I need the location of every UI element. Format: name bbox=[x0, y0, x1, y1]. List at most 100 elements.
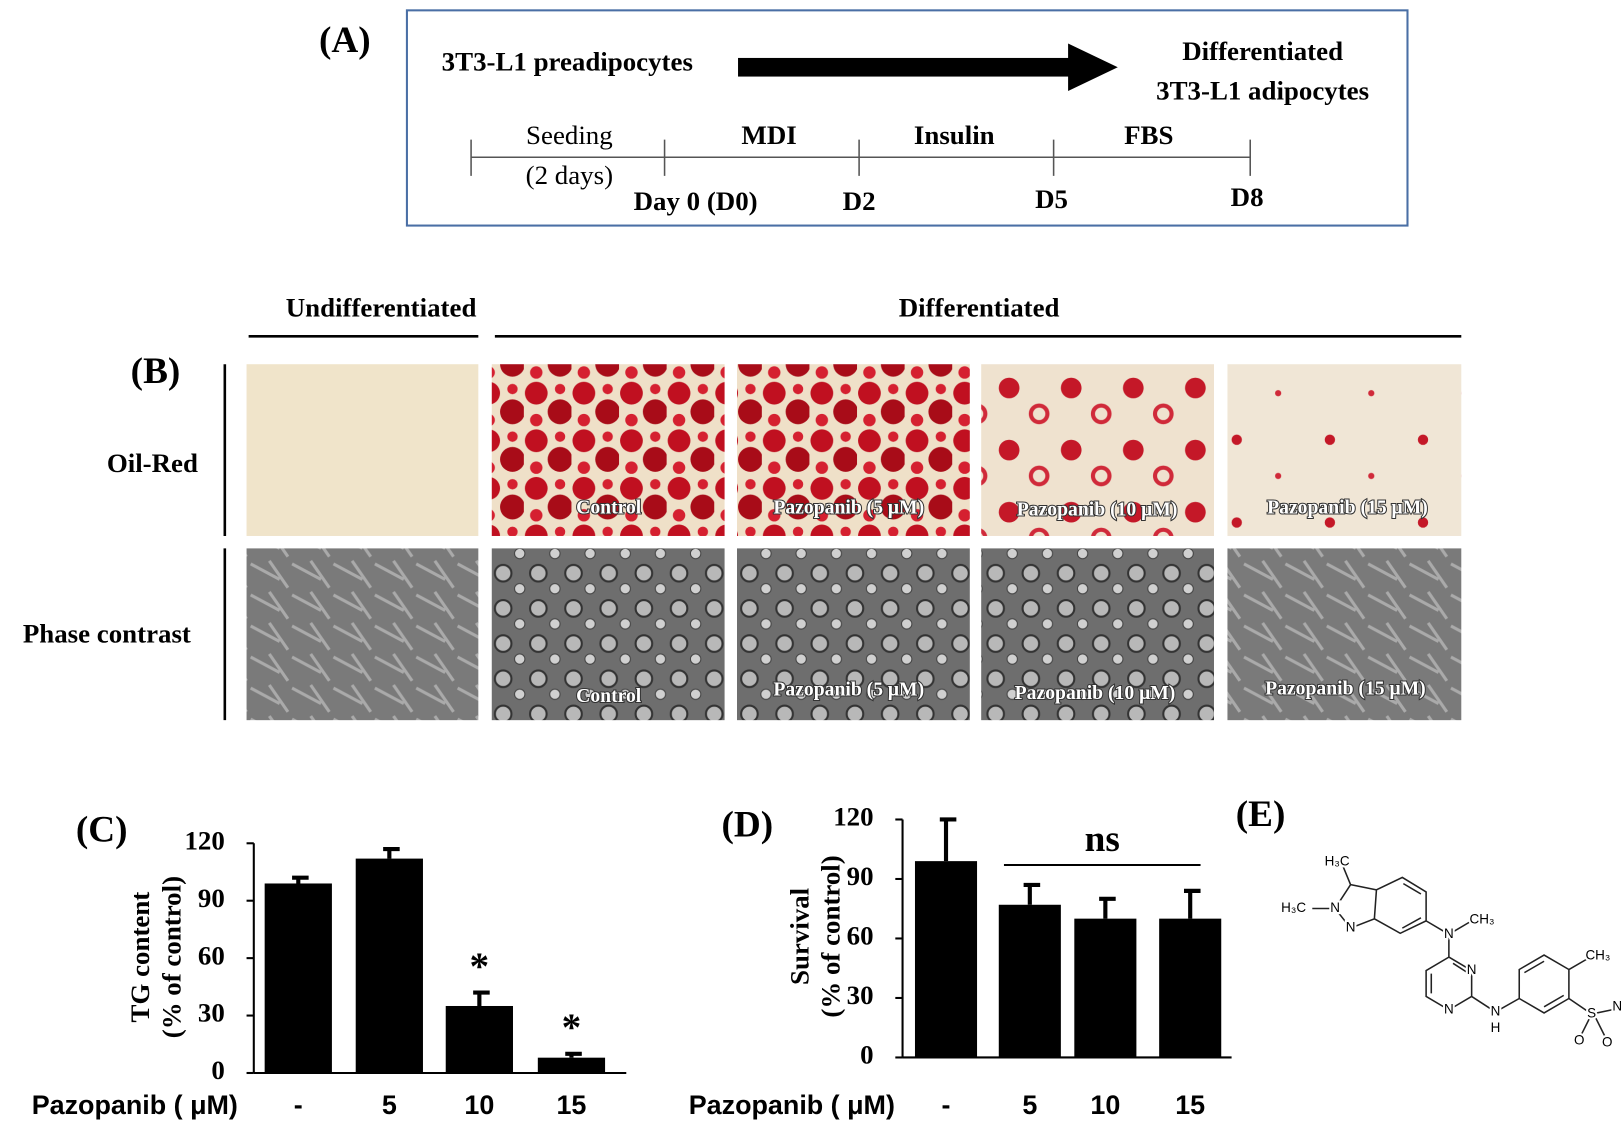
x-tick-label: - bbox=[294, 1090, 303, 1120]
group-label: Undifferentiated bbox=[286, 293, 477, 323]
stage-label: Insulin bbox=[914, 120, 995, 150]
caption: Pazopanib (10 μM) bbox=[1015, 682, 1176, 704]
y-tick-label: 0 bbox=[211, 1055, 224, 1085]
x-tick-label: 10 bbox=[1090, 1090, 1120, 1120]
micrograph bbox=[737, 548, 970, 721]
x-axis-label: Pazopanib ( μM) bbox=[689, 1090, 895, 1120]
bar bbox=[998, 904, 1061, 1058]
structure-bonds bbox=[1312, 866, 1617, 1038]
x-tick-label: 10 bbox=[464, 1090, 494, 1120]
micrograph bbox=[1227, 548, 1462, 721]
end-label: Differentiated bbox=[1182, 36, 1343, 66]
micrograph bbox=[981, 364, 1214, 536]
start-label: 3T3-L1 preadipocytes bbox=[442, 46, 693, 76]
x-tick-label: 5 bbox=[1022, 1090, 1037, 1120]
micrograph bbox=[981, 548, 1214, 721]
y-tick-label: 30 bbox=[198, 998, 225, 1028]
caption: Control bbox=[576, 497, 642, 519]
y-axis-label: Survival bbox=[784, 887, 814, 985]
error-bar bbox=[565, 1051, 582, 1058]
y-axis-label: (% of control) bbox=[815, 855, 845, 1017]
error-bar bbox=[292, 875, 309, 884]
x-tick-label: 15 bbox=[1175, 1090, 1205, 1120]
arrow-shaft bbox=[738, 57, 1072, 77]
bar bbox=[1074, 918, 1137, 1058]
y-tick-label: 120 bbox=[833, 802, 873, 832]
day-label: D8 bbox=[1231, 182, 1264, 212]
caption: Pazopanib (5 μM) bbox=[773, 679, 924, 701]
y-tick-label: 90 bbox=[198, 883, 225, 913]
caption: Pazopanib (15 μM) bbox=[1265, 678, 1426, 700]
atom-label: N bbox=[1346, 920, 1356, 935]
stage-label: FBS bbox=[1124, 120, 1173, 150]
stage-label: (2 days) bbox=[526, 160, 613, 190]
atom-label: CH₃ bbox=[1470, 911, 1495, 926]
atom-label: S bbox=[1587, 1006, 1596, 1021]
significance-mark: * bbox=[562, 1005, 582, 1049]
atom-label: CH₃ bbox=[1585, 948, 1610, 963]
stage-label: MDI bbox=[741, 120, 796, 150]
panel-label: (A) bbox=[319, 20, 371, 61]
day-label: Day 0 (D0) bbox=[634, 186, 758, 216]
group-label: Differentiated bbox=[899, 293, 1060, 323]
y-axis-label: TG content bbox=[125, 892, 155, 1023]
atom-label: N bbox=[1491, 1003, 1501, 1018]
y-tick-label: 60 bbox=[847, 921, 874, 951]
caption: Pazopanib (10 μM) bbox=[1017, 499, 1178, 521]
error-bar bbox=[939, 817, 957, 862]
caption: Control bbox=[576, 685, 642, 707]
x-axis-label: Pazopanib ( μM) bbox=[32, 1090, 238, 1120]
bar bbox=[537, 1057, 606, 1073]
micrograph bbox=[491, 364, 725, 536]
bar bbox=[264, 883, 332, 1073]
panel-label: (E) bbox=[1236, 794, 1286, 835]
error-bar bbox=[383, 846, 400, 859]
error-bar bbox=[473, 990, 490, 1006]
micrograph bbox=[737, 364, 970, 536]
day-label: D2 bbox=[843, 186, 876, 216]
atom-label: N bbox=[1444, 926, 1454, 941]
atom-label: O bbox=[1602, 1035, 1612, 1050]
x-tick-label: 5 bbox=[382, 1090, 397, 1120]
y-tick-label: 60 bbox=[198, 940, 225, 970]
atom-label: N bbox=[1444, 1001, 1454, 1016]
atom-label: H bbox=[1491, 1020, 1501, 1035]
atom-label: NH₂ bbox=[1612, 998, 1623, 1013]
atom-label: H₃C bbox=[1281, 900, 1306, 915]
x-tick-label: 15 bbox=[556, 1090, 586, 1120]
micrograph bbox=[246, 548, 479, 721]
row-label: Oil-Red bbox=[107, 448, 198, 478]
y-tick-label: 120 bbox=[184, 825, 224, 855]
arrow-head bbox=[1068, 43, 1118, 92]
bar bbox=[355, 858, 423, 1073]
timeline bbox=[470, 139, 1251, 176]
end-label: 3T3-L1 adipocytes bbox=[1156, 75, 1369, 105]
y-tick-label: 0 bbox=[860, 1040, 873, 1070]
y-tick-label: 90 bbox=[847, 861, 874, 891]
panel-label: (B) bbox=[131, 351, 181, 392]
caption: Pazopanib (15 μM) bbox=[1267, 497, 1428, 519]
micrograph bbox=[246, 364, 479, 536]
micrograph bbox=[1227, 364, 1462, 536]
panel-label: (D) bbox=[721, 804, 773, 845]
panel-label: (C) bbox=[76, 809, 128, 850]
caption: Pazopanib (5 μM) bbox=[773, 497, 924, 519]
y-axis-label: (% of control) bbox=[156, 876, 186, 1038]
error-bar bbox=[1099, 896, 1116, 919]
y-tick-label: 30 bbox=[847, 980, 874, 1010]
significance-mark: * bbox=[470, 944, 490, 988]
day-label: D5 bbox=[1035, 184, 1068, 214]
bar bbox=[445, 1005, 513, 1073]
group-lines bbox=[223, 334, 1462, 721]
bar bbox=[1159, 918, 1222, 1058]
atom-label: H₃C bbox=[1325, 853, 1350, 868]
micrograph bbox=[491, 548, 725, 721]
error-bar bbox=[1023, 882, 1041, 905]
bar bbox=[914, 861, 978, 1058]
atom-label: N bbox=[1467, 962, 1477, 977]
x-tick-label: - bbox=[942, 1090, 951, 1120]
atom-label: N bbox=[1330, 900, 1340, 915]
atom-label: O bbox=[1574, 1032, 1584, 1047]
